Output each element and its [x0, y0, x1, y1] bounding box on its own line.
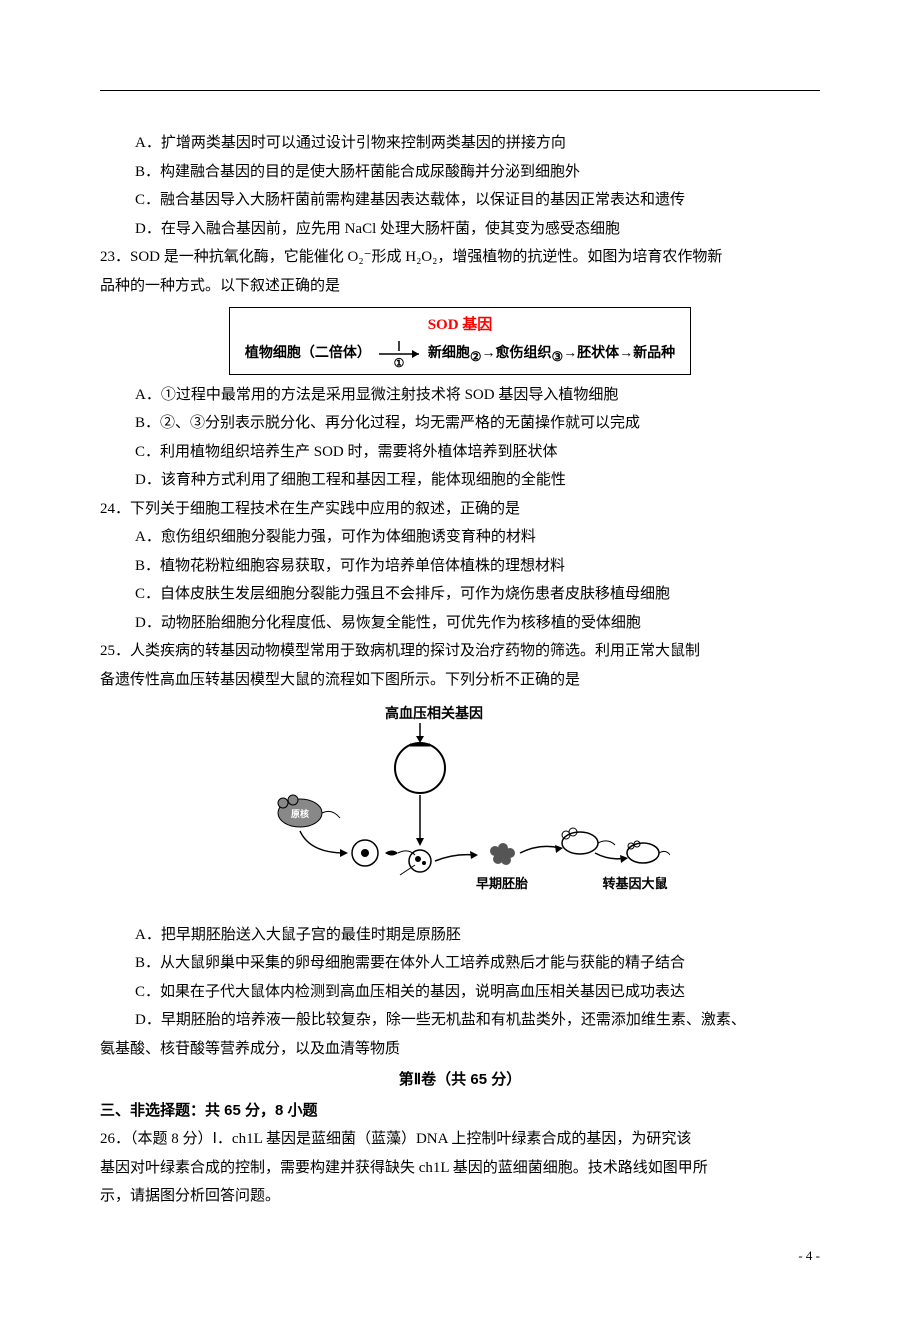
- q23-line1: 23．SOD 是一种抗氧化酶，它能催化 O₂⁻形成 H₂O₂，增强植物的抗逆性。…: [100, 245, 820, 271]
- q24-text: 24．下列关于细胞工程技术在生产实践中应用的叙述，正确的是: [100, 497, 820, 523]
- q23-diagram-wrapper: SOD 基因 植物细胞（二倍体） ① 新细胞②→愈伤组织③→胚状体→新品种: [100, 307, 820, 375]
- embryo-label: 早期胚胎: [476, 876, 528, 891]
- q25-answer-d-line1: D．早期胚胎的培养液一般比较复杂，除一些无机盐和有机盐类外，还需添加维生素、激素…: [100, 1008, 820, 1034]
- q23-answer-a: A．①过程中最常用的方法是采用显微注射技术将 SOD 基因导入植物细胞: [100, 383, 820, 409]
- q24-answer-d: D．动物胚胎细胞分化程度低、易恢复全能性，可优先作为核移植的受体细胞: [100, 611, 820, 637]
- q24-answer-b: B．植物花粉粒细胞容易获取，可作为培养单倍体植株的理想材料: [100, 554, 820, 580]
- q23-answer-b: B．②、③分别表示脱分化、再分化过程，均无需严格的无菌操作就可以完成: [100, 411, 820, 437]
- q25-answer-b: B．从大鼠卵巢中采集的卵母细胞需要在体外人工培养成熟后才能与获能的精子结合: [100, 951, 820, 977]
- q25-answer-c: C．如果在子代大鼠体内检测到高血压相关的基因，说明高血压相关基因已成功表达: [100, 980, 820, 1006]
- q25-diagram: 高血压相关基因 原核: [100, 703, 820, 913]
- q22-answer-d: D．在导入融合基因前，应先用 NaCl 处理大肠杆菌，使其变为感受态细胞: [100, 217, 820, 243]
- section3-title: 三、非选择题：共 65 分，8 小题: [100, 1098, 820, 1124]
- svg-text:原核: 原核: [291, 808, 309, 819]
- q26-line3: 示，请据图分析回答问题。: [100, 1184, 820, 1210]
- result-label: 转基因大鼠: [602, 876, 667, 891]
- embryo-icon: [490, 843, 515, 865]
- q25-answer-a: A．把早期胚胎送入大鼠子宫的最佳时期是原肠胚: [100, 923, 820, 949]
- page-number: - 4 -: [100, 1245, 820, 1267]
- q23-line2: 品种的一种方式。以下叙述正确的是: [100, 274, 820, 300]
- circle2: ②: [470, 349, 482, 364]
- diagram-suffix-part: 新细胞②→愈伤组织③→胚状体→新品种: [428, 346, 675, 361]
- q22-answer-a: A．扩增两类基因时可以通过设计引物来控制两类基因的拼接方向: [100, 131, 820, 157]
- q24-answer-c: C．自体皮肤生发层细胞分裂能力强且不会排斥，可作为烧伤患者皮肤移植母细胞: [100, 582, 820, 608]
- q25-line1: 25．人类疾病的转基因动物模型常用于致病机理的探讨及治疗药物的筛选。利用正常大鼠…: [100, 639, 820, 665]
- q26-line1: 26．（本题 8 分）Ⅰ．ch1L 基因是蓝细菌（蓝藻）DNA 上控制叶绿素合成…: [100, 1127, 820, 1153]
- header-rule: [100, 90, 820, 91]
- q22-answer-c: C．融合基因导入大肠杆菌前需构建基因表达载体，以保证目的基因正常表达和遗传: [100, 188, 820, 214]
- q23-diagram-title: SOD 基因: [245, 313, 675, 339]
- q25-answer-d-line2: 氨基酸、核苷酸等营养成分，以及血清等物质: [100, 1037, 820, 1063]
- q25-line2: 备遗传性高血压转基因模型大鼠的流程如下图所示。下列分析不正确的是: [100, 668, 820, 694]
- q25-diagram-svg: 高血压相关基因 原核: [250, 703, 670, 903]
- q23-diagram-box: SOD 基因 植物细胞（二倍体） ① 新细胞②→愈伤组织③→胚状体→新品种: [229, 307, 691, 375]
- section2-title: 第Ⅱ卷（共 65 分）: [100, 1067, 820, 1093]
- q22-answer-b: B．构建融合基因的目的是使大肠杆菌能合成尿酸酶并分泌到细胞外: [100, 160, 820, 186]
- q23-answer-d: D．该育种方式利用了细胞工程和基因工程，能体现细胞的全能性: [100, 468, 820, 494]
- arrow-down-right-icon: ①: [374, 339, 424, 369]
- diagram2-title: 高血压相关基因: [385, 705, 483, 722]
- diagram-prefix: 植物细胞（二倍体）: [245, 346, 371, 361]
- circle1-label: ①: [394, 356, 405, 369]
- q24-answer-a: A．愈伤组织细胞分裂能力强，可作为体细胞诱变育种的材料: [100, 525, 820, 551]
- q26-line2: 基因对叶绿素合成的控制，需要构建并获得缺失 ch1L 基因的蓝细菌细胞。技术路线…: [100, 1156, 820, 1182]
- q23-diagram-body: 植物细胞（二倍体） ① 新细胞②→愈伤组织③→胚状体→新品种: [245, 339, 675, 369]
- circle3: ③: [552, 349, 564, 364]
- q23-answer-c: C．利用植物组织培养生产 SOD 时，需要将外植体培养到胚状体: [100, 440, 820, 466]
